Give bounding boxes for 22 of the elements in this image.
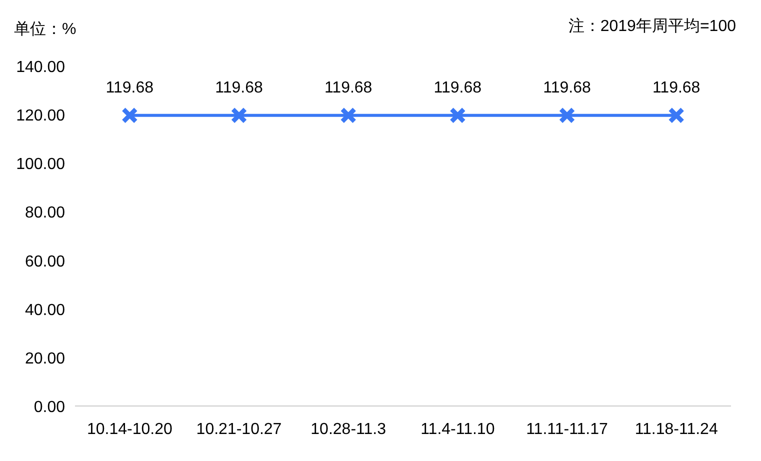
y-tick-label: 140.00 — [16, 59, 66, 76]
data-label: 119.68 — [543, 79, 591, 96]
y-tick-label: 0.00 — [34, 399, 66, 416]
x-tick-label: 11.11-11.17 — [526, 421, 608, 438]
y-tick-label: 20.00 — [24, 350, 66, 368]
x-tick-label: 10.28-11.3 — [310, 421, 386, 438]
x-tick-label: 11.4-11.10 — [420, 421, 495, 438]
data-label: 119.68 — [215, 79, 263, 96]
data-label: 119.68 — [434, 79, 482, 96]
x-tick-label: 11.18-11.24 — [634, 421, 718, 438]
y-tick-label: 120.00 — [16, 108, 66, 125]
y-tick-label: 100.00 — [16, 156, 66, 174]
y-axis-title: 单位：% — [14, 20, 76, 38]
x-tick-label: 10.14-10.20 — [86, 421, 172, 438]
y-tick-label: 60.00 — [24, 253, 66, 270]
data-label: 119.68 — [324, 79, 372, 96]
x-tick-label: 10.21-10.27 — [196, 421, 282, 438]
y-tick-label: 40.00 — [24, 302, 66, 319]
data-label: 119.68 — [652, 79, 700, 96]
y-tick-label: 80.00 — [24, 204, 66, 222]
data-label: 119.68 — [106, 79, 154, 96]
text: 注：2019年周平均=100 — [568, 17, 736, 35]
